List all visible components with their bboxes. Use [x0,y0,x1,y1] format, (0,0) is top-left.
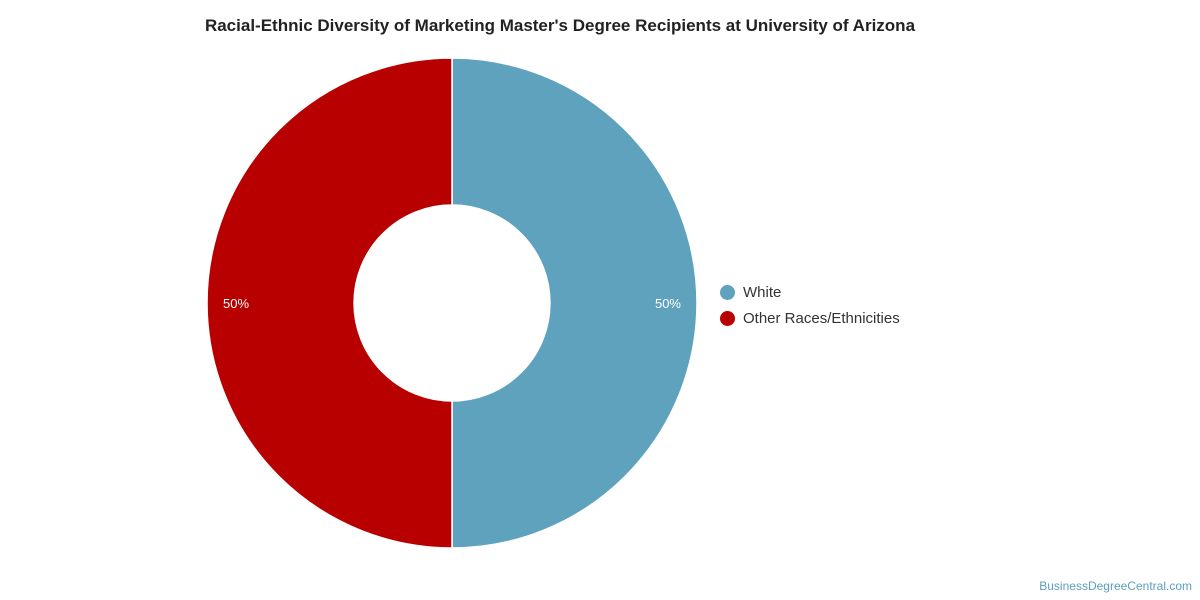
legend-item-other[interactable]: Other Races/Ethnicities [720,305,900,331]
donut-slice-white[interactable] [451,57,698,549]
legend-label-white: White [743,283,782,301]
legend-item-white[interactable]: White [720,279,900,305]
slice-label-white: 50% [655,296,681,311]
watermark[interactable]: BusinessDegreeCentral.com [1039,579,1192,593]
legend-swatch-other [720,310,735,326]
legend: White Other Races/Ethnicities [720,279,900,331]
slice-label-other: 50% [223,296,249,311]
legend-swatch-white [720,284,735,300]
chart-title: Racial-Ethnic Diversity of Marketing Mas… [204,16,916,35]
donut-slice-other[interactable] [206,57,453,549]
legend-label-other: Other Races/Ethnicities [743,309,900,327]
